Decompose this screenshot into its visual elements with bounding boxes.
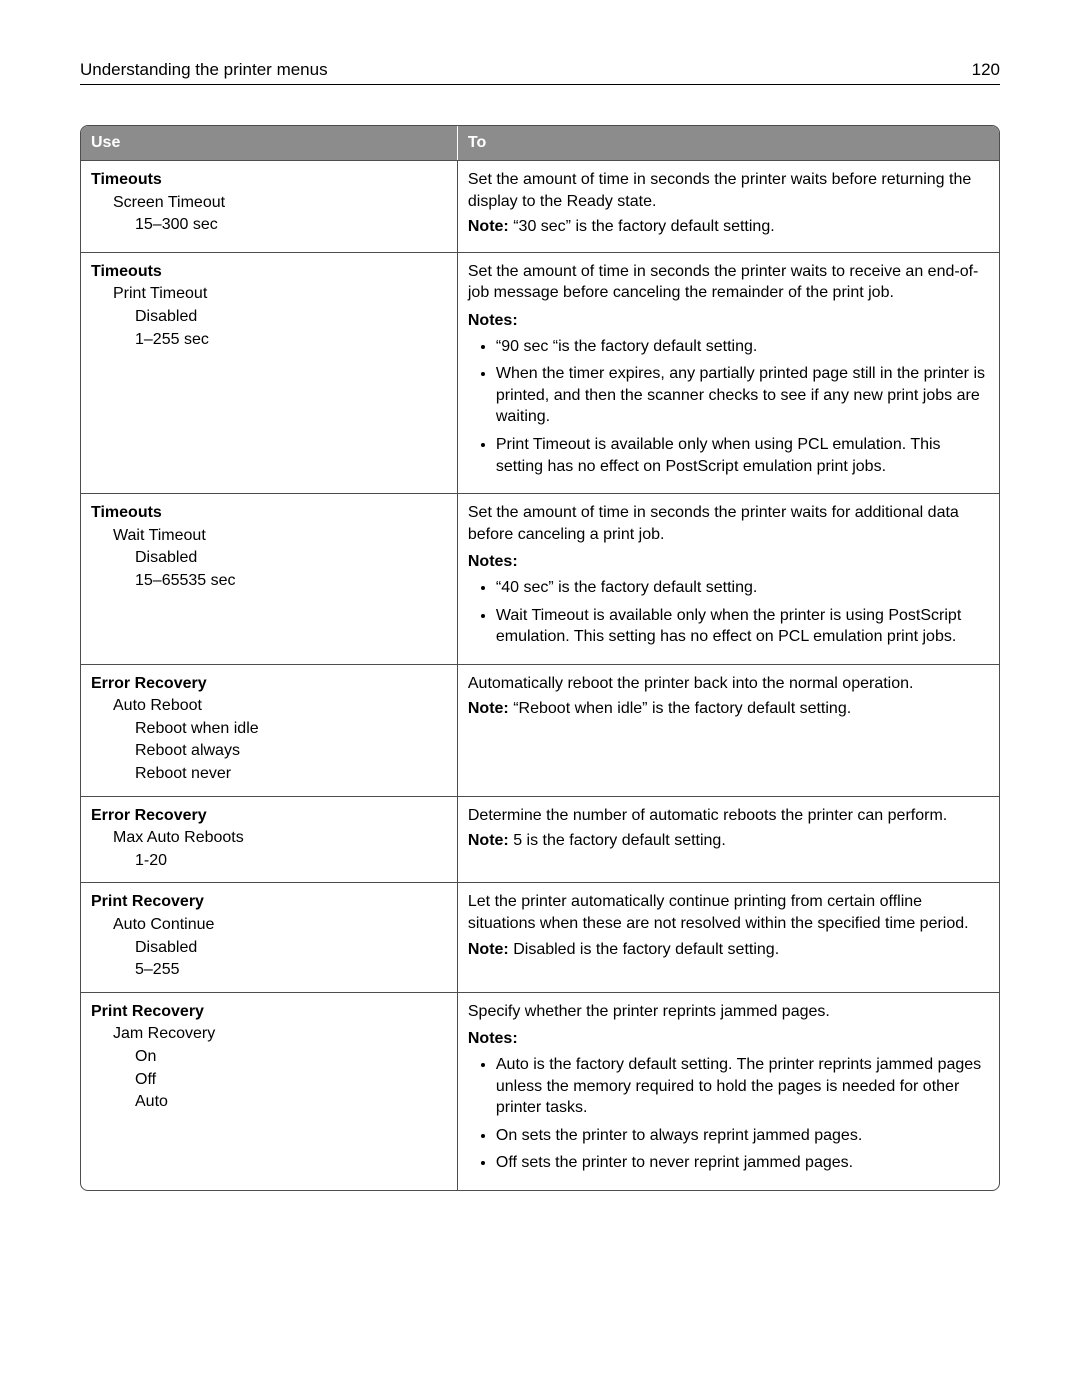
table-row: TimeoutsScreen Timeout15–300 sec Set the … <box>81 161 999 253</box>
menu-table: Use To TimeoutsScreen Timeout15–300 secS… <box>81 126 999 1190</box>
notes-label: Notes: <box>468 1028 989 1050</box>
notes-list-item: “40 sec” is the factory default setting. <box>496 577 989 599</box>
use-cell: Print RecoveryJam RecoveryOnOffAuto <box>81 992 457 1190</box>
description-text: Set the amount of time in seconds the pr… <box>468 169 989 212</box>
to-cell: Set the amount of time in seconds the pr… <box>457 494 999 665</box>
notes-list-item: Auto is the factory default setting. The… <box>496 1054 989 1119</box>
menu-item: 5–255 <box>135 959 447 981</box>
to-cell: Automatically reboot the printer back in… <box>457 664 999 796</box>
table-row: TimeoutsWait TimeoutDisabled15–65535 sec… <box>81 494 999 665</box>
use-cell: TimeoutsScreen Timeout15–300 sec <box>81 161 457 253</box>
menu-item: Print Timeout <box>113 283 447 305</box>
menu-item: Print Recovery <box>91 891 447 913</box>
to-cell: Determine the number of automatic reboot… <box>457 796 999 883</box>
notes-list: Auto is the factory default setting. The… <box>468 1054 989 1174</box>
table-row: TimeoutsPrint TimeoutDisabled1–255 sec Se… <box>81 252 999 493</box>
use-cell: Error RecoveryMax Auto Reboots1-20 <box>81 796 457 883</box>
note-text: Note: “Reboot when idle” is the factory … <box>468 698 989 720</box>
notes-list: “40 sec” is the factory default setting.… <box>468 577 989 648</box>
menu-item: Disabled <box>135 547 447 569</box>
description-text: Specify whether the printer reprints jam… <box>468 1001 989 1023</box>
notes-list-item: Print Timeout is available only when usi… <box>496 434 989 477</box>
menu-item: Timeouts <box>91 169 447 191</box>
note-text: Note: 5 is the factory default setting. <box>468 830 989 852</box>
menu-item: Reboot never <box>135 763 447 785</box>
use-cell: TimeoutsPrint TimeoutDisabled1–255 sec <box>81 252 457 493</box>
menu-item: On <box>135 1046 447 1068</box>
menu-table-container: Use To TimeoutsScreen Timeout15–300 secS… <box>80 125 1000 1191</box>
menu-item: Timeouts <box>91 502 447 524</box>
use-cell: Print RecoveryAuto ContinueDisabled5–255 <box>81 883 457 992</box>
note-text: Note: “30 sec” is the factory default se… <box>468 216 989 238</box>
notes-list: “90 sec “is the factory default setting.… <box>468 336 989 478</box>
use-cell: Error RecoveryAuto RebootReboot when idl… <box>81 664 457 796</box>
menu-item: Print Recovery <box>91 1001 447 1023</box>
notes-list-item: On sets the printer to always reprint ja… <box>496 1125 989 1147</box>
note-text: Note: Disabled is the factory default se… <box>468 939 989 961</box>
menu-item: Screen Timeout <box>113 192 447 214</box>
notes-list-item: When the timer expires, any partially pr… <box>496 363 989 428</box>
menu-item: Error Recovery <box>91 673 447 695</box>
to-cell: Set the amount of time in seconds the pr… <box>457 161 999 253</box>
menu-item: Timeouts <box>91 261 447 283</box>
menu-item: 1-20 <box>135 850 447 872</box>
col-header-use: Use <box>81 126 457 161</box>
description-text: Set the amount of time in seconds the pr… <box>468 261 989 304</box>
table-row: Print RecoveryJam RecoveryOnOffAuto Speci… <box>81 992 999 1190</box>
notes-list-item: Wait Timeout is available only when the … <box>496 605 989 648</box>
menu-item: Disabled <box>135 306 447 328</box>
notes-list-item: Off sets the printer to never reprint ja… <box>496 1152 989 1174</box>
menu-item: Auto Reboot <box>113 695 447 717</box>
menu-item: 15–65535 sec <box>135 570 447 592</box>
page-title: Understanding the printer menus <box>80 60 328 80</box>
notes-label: Notes: <box>468 551 989 573</box>
menu-item: Disabled <box>135 937 447 959</box>
table-row: Print RecoveryAuto ContinueDisabled5–255… <box>81 883 999 992</box>
page-header: Understanding the printer menus 120 <box>80 60 1000 85</box>
notes-label: Notes: <box>468 310 989 332</box>
col-header-to: To <box>457 126 999 161</box>
menu-item: Off <box>135 1069 447 1091</box>
menu-item: Reboot when idle <box>135 718 447 740</box>
description-text: Automatically reboot the printer back in… <box>468 673 989 695</box>
menu-item: 1–255 sec <box>135 329 447 351</box>
page-number: 120 <box>972 60 1000 80</box>
notes-list-item: “90 sec “is the factory default setting. <box>496 336 989 358</box>
table-row: Error RecoveryAuto RebootReboot when idl… <box>81 664 999 796</box>
menu-item: Auto <box>135 1091 447 1113</box>
to-cell: Specify whether the printer reprints jam… <box>457 992 999 1190</box>
menu-item: Reboot always <box>135 740 447 762</box>
to-cell: Set the amount of time in seconds the pr… <box>457 252 999 493</box>
description-text: Let the printer automatically continue p… <box>468 891 989 934</box>
menu-item: Jam Recovery <box>113 1023 447 1045</box>
menu-item: 15–300 sec <box>135 214 447 236</box>
description-text: Set the amount of time in seconds the pr… <box>468 502 989 545</box>
menu-item: Error Recovery <box>91 805 447 827</box>
table-row: Error RecoveryMax Auto Reboots1-20 Determ… <box>81 796 999 883</box>
use-cell: TimeoutsWait TimeoutDisabled15–65535 sec <box>81 494 457 665</box>
menu-item: Max Auto Reboots <box>113 827 447 849</box>
description-text: Determine the number of automatic reboot… <box>468 805 989 827</box>
menu-item: Wait Timeout <box>113 525 447 547</box>
menu-item: Auto Continue <box>113 914 447 936</box>
to-cell: Let the printer automatically continue p… <box>457 883 999 992</box>
